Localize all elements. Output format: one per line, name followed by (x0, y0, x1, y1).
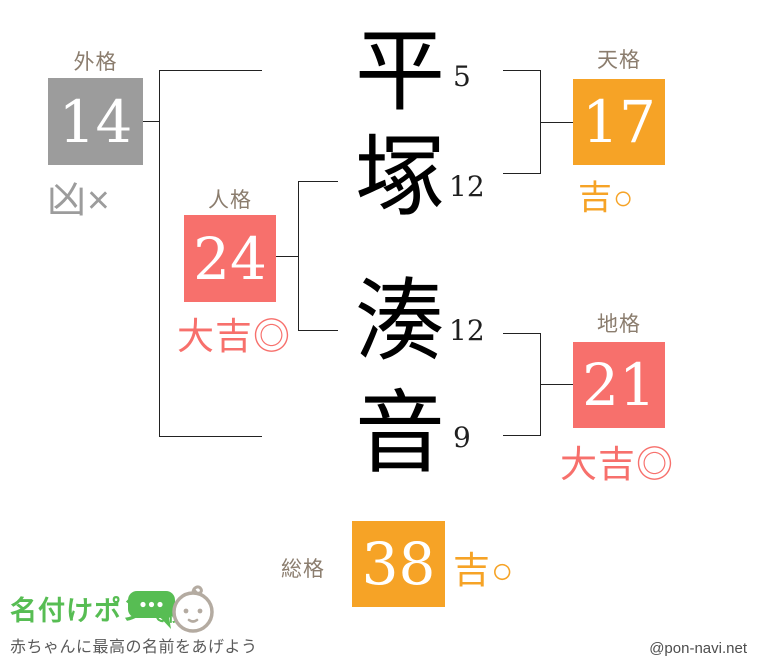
gaikaku-bracket-line (159, 436, 262, 437)
tenkaku-value-box: 17 (573, 79, 665, 165)
soukaku-label: 総格 (281, 558, 325, 581)
name-char: 塚 (355, 125, 445, 230)
name-char: 湊 (355, 269, 445, 374)
chikaku-bracket-line (503, 435, 541, 436)
soukaku-value: 38 (361, 530, 436, 598)
chikaku-label: 地格 (597, 313, 641, 336)
name-char: 平 (355, 19, 445, 124)
gaikaku-fortune: 凶× (47, 179, 111, 222)
jinkaku-connector-line (276, 256, 299, 257)
jinkaku-value-box: 24 (184, 215, 276, 302)
gaikaku-bracket-line (159, 70, 262, 71)
tenkaku-bracket-line (503, 173, 541, 174)
tenkaku-value: 17 (582, 88, 656, 156)
tenkaku-connector-line (540, 122, 573, 123)
gaikaku-value-box: 14 (48, 78, 143, 165)
tenkaku-fortune: 吉○ (578, 179, 635, 217)
speech-bubble-icon (128, 591, 175, 629)
chikaku-connector-line (540, 384, 573, 385)
jinkaku-bracket-line (298, 181, 338, 182)
stroke-count: 5 (453, 60, 471, 93)
stroke-count: 12 (449, 170, 485, 203)
name-char: 音 (355, 381, 445, 486)
tenkaku-bracket-line (503, 70, 541, 71)
gaikaku-label: 外格 (73, 51, 118, 74)
chikaku-value-box: 21 (573, 342, 665, 428)
jinkaku-label: 人格 (208, 189, 252, 212)
gaikaku-value: 14 (58, 87, 133, 156)
gaikaku-connector-line (143, 121, 160, 122)
baby-face-icon (172, 585, 214, 633)
chikaku-bracket-line (503, 333, 541, 334)
stroke-count: 12 (449, 314, 485, 347)
watermark: @pon-navi.net (649, 640, 747, 657)
chikaku-value: 21 (582, 351, 656, 419)
chikaku-fortune: 大吉◎ (560, 444, 674, 485)
stroke-count: 9 (453, 421, 471, 454)
jinkaku-value: 24 (193, 224, 267, 293)
soukaku-value-box: 38 (352, 521, 445, 607)
site-tagline: 赤ちゃんに最高の名前をあげよう (10, 639, 258, 656)
jinkaku-fortune: 大吉◎ (177, 316, 291, 357)
site-logo-text: 名付けポン (10, 596, 150, 626)
jinkaku-bracket-line (298, 330, 338, 331)
gaikaku-bracket-line (159, 70, 160, 437)
soukaku-fortune: 吉○ (453, 550, 515, 591)
tenkaku-label: 天格 (597, 49, 641, 72)
